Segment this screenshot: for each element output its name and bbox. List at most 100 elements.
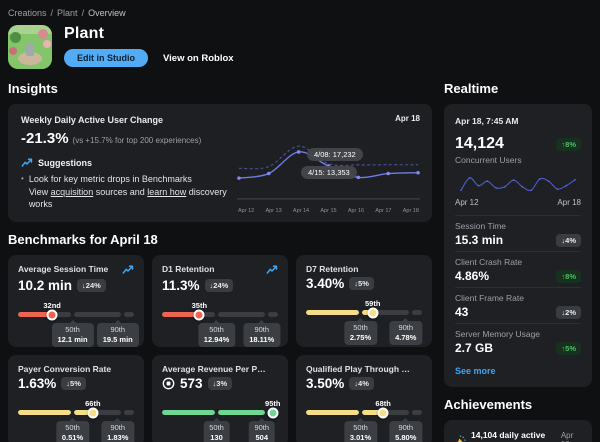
breadcrumb-separator: /	[51, 8, 54, 18]
creator-dashboard-page: Creations / Plant / Overview Plant Edit …	[0, 0, 600, 442]
percentile-slider: 59th 50th2.75% 90th4.78%	[306, 310, 422, 347]
game-header: Plant Edit in Studio View on Roblox	[8, 25, 592, 69]
insight-metric-title: Weekly Daily Active User Change	[21, 115, 227, 125]
realtime-metric-row: Session Time 15.3 min ↓4%	[455, 215, 581, 251]
realtime-metric-value: 43	[455, 305, 468, 319]
benchmark-change-badge: ↓5%	[61, 377, 86, 390]
p50-tooltip: 50th0.51%	[56, 421, 89, 442]
chart-date-label: Apr 18	[395, 114, 420, 123]
p90-tooltip: 90th18.11%	[243, 323, 280, 347]
p50-tooltip: 50th2.75%	[344, 321, 377, 345]
bullet-icon: •	[21, 173, 24, 211]
robux-icon	[162, 377, 175, 390]
p50-tooltip: 50th12.1 min	[52, 323, 94, 347]
benchmark-value: 3.50%	[306, 376, 344, 391]
x-tick-label: Apr 16	[348, 208, 364, 214]
insights-card: Weekly Daily Active User Change -21.3% (…	[8, 104, 432, 222]
percentile-track	[162, 410, 278, 415]
suggestions-icon	[21, 157, 33, 169]
insight-metric-comparison: (vs +15.7% for top 200 experiences)	[73, 136, 202, 145]
benchmark-card: D1 Retention 11.3% ↓24% 35th 50th12.94% …	[152, 255, 288, 347]
breadcrumb-overview: Overview	[88, 8, 126, 18]
celebration-icon	[455, 435, 466, 442]
realtime-metric-row: Client Frame Rate 43 ↓2%	[455, 287, 581, 323]
insight-metric-value: -21.3%	[21, 130, 69, 147]
p90-tooltip: 90th1.83%	[101, 421, 134, 442]
concurrent-users-label: Concurrent Users	[455, 155, 581, 165]
achievement-title: 14,104 daily active users	[471, 430, 556, 442]
realtime-metric-badge: ↑5%	[556, 342, 581, 355]
chart-annotation-2: 4/15: 13,353	[301, 166, 357, 179]
x-tick-label: Apr 12	[238, 208, 254, 214]
x-tick-label: Apr 14	[293, 208, 309, 214]
realtime-metric-badge: ↑8%	[556, 270, 581, 283]
realtime-card: Apr 18, 7:45 AM 14,124 ↑8% Concurrent Us…	[444, 104, 592, 387]
percentile-slider: 66th 50th0.51% 90th1.83%	[18, 410, 134, 442]
benchmark-change-badge: ↓3%	[208, 377, 233, 390]
trend-insight-icon[interactable]	[266, 264, 278, 276]
benchmark-card: D7 Retention 3.40% ↓5% 59th 50th2.75% 90…	[296, 255, 432, 347]
p90-tooltip: 90th4.78%	[389, 321, 422, 345]
percentile-thumb	[47, 309, 58, 320]
percentile-slider: 35th 50th12.94% 90th18.11%	[162, 312, 278, 349]
sparkline-end-date: Apr 18	[557, 198, 581, 207]
percentile-track	[18, 410, 134, 415]
percentile-track	[306, 410, 422, 415]
realtime-metric-label: Server Memory Usage	[455, 329, 581, 339]
benchmarks-grid: Average Session Time 10.2 min ↓24% 32nd …	[8, 255, 432, 442]
game-thumbnail	[8, 25, 52, 69]
breadcrumb-creations[interactable]: Creations	[8, 8, 47, 18]
sparkline-start-date: Apr 12	[455, 198, 479, 207]
achievement-card: 14,104 daily active users Apr 18 Your da…	[444, 420, 592, 442]
benchmark-card: Average Revenue Per Paying User 573 ↓3% …	[152, 355, 288, 442]
percentile-slider: 32nd 50th12.1 min 90th19.5 min	[18, 312, 134, 349]
benchmark-title: Qualified Play Through Rate for ...	[306, 364, 410, 374]
percentile-track	[306, 310, 422, 315]
x-tick-label: Apr 18	[403, 208, 419, 214]
trend-insight-icon[interactable]	[122, 264, 134, 276]
insights-heading: Insights	[8, 81, 432, 96]
breadcrumb-separator: /	[82, 8, 85, 18]
benchmark-value: 3.40%	[306, 276, 344, 291]
view-on-roblox-link[interactable]: View on Roblox	[163, 53, 234, 64]
page-title: Plant	[64, 25, 234, 43]
realtime-heading: Realtime	[444, 81, 592, 96]
suggestions-label: Suggestions	[38, 158, 92, 168]
learn-how-link[interactable]: learn how	[147, 187, 186, 197]
x-tick-label: Apr 15	[320, 208, 336, 214]
benchmark-title: D1 Retention	[162, 264, 214, 274]
p50-tooltip: 50th3.01%	[344, 421, 377, 442]
see-more-link[interactable]: See more	[455, 366, 496, 376]
benchmark-value: 10.2 min	[18, 278, 72, 293]
edit-in-studio-button[interactable]: Edit in Studio	[64, 49, 148, 67]
benchmark-card: Payer Conversion Rate 1.63% ↓5% 66th 50t…	[8, 355, 144, 442]
benchmark-change-badge: ↓4%	[349, 377, 374, 390]
p90-tooltip: 90th504	[248, 421, 275, 442]
percentile-thumb	[367, 307, 378, 318]
sparkline-chart-svg	[455, 172, 581, 196]
realtime-metric-badge: ↓2%	[556, 306, 581, 319]
achievements-heading: Achievements	[444, 397, 592, 412]
realtime-metric-value: 4.86%	[455, 269, 489, 283]
benchmark-change-badge: ↓24%	[77, 279, 106, 292]
realtime-metric-value: 2.7 GB	[455, 341, 493, 355]
percentile-thumb	[378, 407, 389, 418]
suggestion-line-2: View acquisition sources and learn how d…	[29, 186, 227, 211]
benchmark-value: 1.63%	[18, 376, 56, 391]
realtime-metric-badge: ↓4%	[556, 234, 581, 247]
p90-tooltip: 90th5.80%	[389, 421, 422, 442]
realtime-timestamp: Apr 18, 7:45 AM	[455, 116, 581, 126]
percentile-thumb	[267, 407, 278, 418]
achievement-date: Apr 18	[561, 431, 581, 442]
breadcrumb-plant[interactable]: Plant	[57, 8, 78, 18]
suggestion-line-1: Look for key metric drops in Benchmarks	[29, 173, 227, 186]
benchmark-title: Average Session Time	[18, 264, 108, 274]
benchmark-change-badge: ↓24%	[205, 279, 234, 292]
benchmark-card: Average Session Time 10.2 min ↓24% 32nd …	[8, 255, 144, 347]
line-chart-svg	[235, 129, 422, 201]
percentile-thumb	[87, 407, 98, 418]
p50-tooltip: 50th12.94%	[198, 323, 235, 347]
realtime-metric-value: 15.3 min	[455, 233, 503, 247]
p50-tooltip: 50th130	[203, 421, 230, 442]
acquisition-link[interactable]: acquisition	[51, 187, 94, 197]
